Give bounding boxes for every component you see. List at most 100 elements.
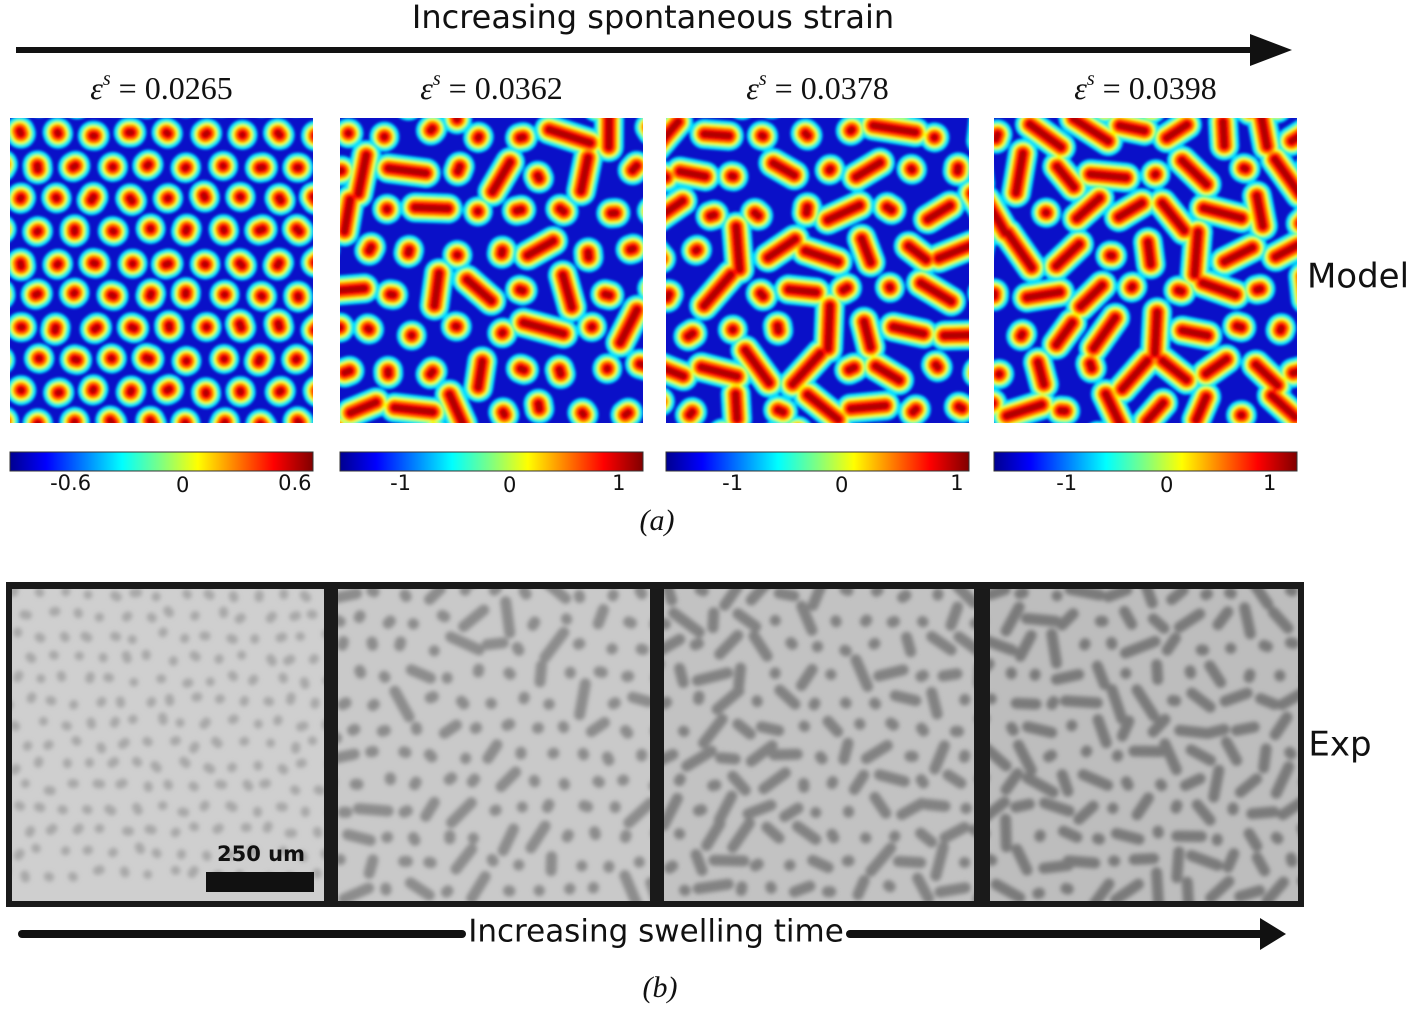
blob	[971, 332, 975, 334]
blob	[517, 445, 519, 450]
exp-blob	[1131, 684, 1160, 722]
exp-blob	[1204, 660, 1227, 689]
exp-blob	[1324, 779, 1354, 784]
blob	[617, 306, 640, 346]
blob	[701, 130, 732, 139]
exp-blob	[436, 609, 451, 623]
blob	[1287, 365, 1297, 379]
blob	[891, 118, 914, 123]
blob	[1163, 121, 1190, 142]
blob	[1026, 121, 1065, 151]
blob	[1077, 282, 1106, 310]
blob	[431, 270, 442, 309]
blob	[1373, 149, 1382, 192]
exp-blob	[354, 565, 355, 567]
exp-blob	[503, 667, 516, 680]
exp-label: Exp	[1308, 725, 1371, 765]
blob	[713, 87, 733, 96]
exp-blob	[1191, 799, 1216, 826]
blob	[1037, 79, 1052, 103]
blob	[686, 409, 696, 418]
exp-blob	[278, 672, 288, 684]
exp-blob	[681, 745, 717, 772]
exp-blob	[525, 820, 551, 854]
exp-blob	[620, 724, 634, 739]
exp-blob	[12, 589, 19, 597]
pattern-panel	[648, 79, 1052, 423]
exp-blob	[495, 766, 522, 793]
exp-blob	[338, 636, 349, 651]
blob	[629, 162, 640, 174]
exp-blob	[1056, 769, 1074, 797]
exp-blob	[1243, 827, 1263, 852]
exp-blob	[692, 878, 734, 895]
blob	[1191, 229, 1201, 278]
exp-blob	[363, 854, 379, 879]
exp-blob	[144, 824, 157, 835]
exp-blob	[187, 865, 199, 879]
exp-blob	[259, 778, 272, 789]
exp-blob	[873, 769, 910, 787]
blob	[847, 402, 889, 412]
exp-blob	[1338, 606, 1339, 631]
blob	[943, 97, 976, 98]
blob	[1040, 445, 1042, 446]
blob	[846, 364, 858, 373]
exp-blob	[1234, 885, 1266, 901]
blob	[340, 162, 350, 179]
exp-blob	[43, 739, 54, 751]
exp-blob	[1285, 852, 1298, 868]
exp-blob	[26, 692, 37, 704]
exp-blob	[72, 823, 84, 835]
exp-blob	[937, 668, 963, 682]
blob	[1053, 241, 1083, 270]
exp-blob	[592, 775, 605, 788]
exp-blob	[247, 674, 259, 686]
exp-blob	[472, 553, 478, 583]
exp-blob	[177, 807, 190, 817]
blob	[10, 157, 13, 173]
exp-blob	[1311, 557, 1315, 581]
exp-blob	[1179, 773, 1206, 792]
exp-blob	[732, 718, 756, 740]
blob	[1310, 167, 1344, 171]
exp-blob	[886, 615, 900, 628]
exp-blob	[839, 589, 854, 597]
blob	[974, 231, 983, 274]
blob	[1159, 200, 1188, 234]
blob	[910, 406, 919, 415]
colorbar-tick-label: 0	[835, 473, 848, 497]
exp-blob	[265, 611, 277, 624]
blob	[648, 327, 649, 330]
blob	[274, 130, 283, 139]
exp-blob	[488, 589, 502, 596]
blob	[1373, 334, 1375, 336]
exp-blob	[228, 590, 239, 603]
blob	[1087, 360, 1095, 372]
exp-blob	[81, 804, 93, 815]
blob	[332, 358, 333, 359]
blob	[1373, 334, 1375, 336]
blob	[579, 409, 587, 418]
blob	[902, 88, 928, 107]
exp-blob	[96, 742, 107, 754]
exp-blob	[227, 670, 239, 682]
blob	[113, 100, 115, 101]
blob	[1360, 398, 1395, 416]
blob	[666, 255, 668, 263]
blob	[872, 363, 903, 384]
blob	[54, 260, 62, 268]
exp-blob	[424, 589, 446, 605]
blob	[861, 318, 874, 351]
blob	[333, 165, 334, 167]
blob	[535, 400, 543, 412]
blob	[1040, 445, 1042, 446]
exp-blob	[796, 600, 818, 636]
blob	[994, 131, 1001, 142]
exp-blob	[975, 553, 980, 580]
exp-blob	[1106, 684, 1128, 725]
blob	[143, 354, 153, 362]
exp-blob	[952, 589, 974, 609]
blob	[322, 249, 325, 250]
exp-blob	[308, 653, 319, 665]
